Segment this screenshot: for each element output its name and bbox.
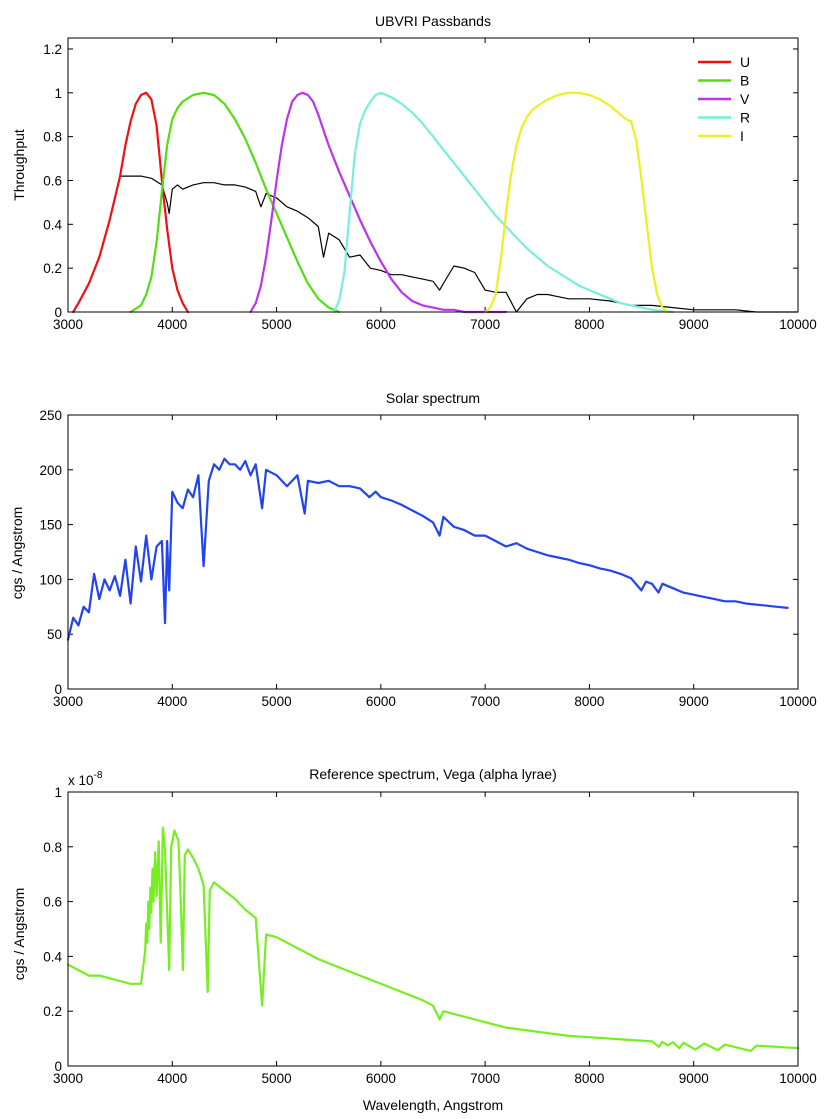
y-tick-label: 0.8: [43, 130, 62, 145]
series-line-i: [484, 91, 669, 314]
x-tick-label: 10000: [779, 694, 817, 709]
y-tick-label: 50: [47, 627, 62, 642]
x-tick-label: 7000: [470, 1071, 500, 1086]
y-tick-label: 0.2: [43, 1004, 62, 1019]
y-tick-label: 0: [54, 1059, 62, 1074]
y-tick-label: 0.2: [43, 261, 62, 276]
x-tick-label: 6000: [366, 317, 396, 332]
plot-frame: [67, 37, 799, 313]
x-tick-label: 8000: [574, 1071, 604, 1086]
plot-frame: [67, 791, 799, 1067]
x-tick-label: 4000: [157, 317, 187, 332]
y-tick-label: 150: [39, 518, 62, 533]
y-axis-label: Throughput: [11, 129, 27, 201]
x-tick-label: 3000: [53, 1071, 83, 1086]
series-line-solar-spectrum: [66, 457, 789, 641]
legend-label: B: [740, 73, 749, 89]
x-tick-label: 4000: [157, 1071, 187, 1086]
y-axis-label: cgs / Angstrom: [9, 507, 25, 600]
x-tick-label: 7000: [470, 694, 500, 709]
chart-title: Solar spectrum: [386, 390, 480, 406]
series-line-b: [129, 91, 341, 314]
x-tick-label: 5000: [262, 317, 292, 332]
x-tick-label: 8000: [574, 694, 604, 709]
legend-label: U: [740, 54, 750, 70]
x-tick-label: 8000: [574, 317, 604, 332]
y-tick-label: 200: [39, 463, 62, 478]
y-tick-label: 0.8: [43, 840, 62, 855]
legend-label: R: [740, 110, 750, 126]
x-tick-label: 4000: [157, 694, 187, 709]
x-tick-label: 10000: [779, 317, 817, 332]
series-line-v: [249, 91, 508, 314]
y-tick-label: 0.6: [43, 173, 62, 188]
x-tick-label: 7000: [470, 317, 500, 332]
chart-title: UBVRI Passbands: [375, 13, 491, 29]
passbands-chart: UBVRI Passbands Throughput 3000 4000 5000 6…: [11, 13, 817, 332]
series-line-u: [72, 91, 189, 314]
y-tick-label: 1: [54, 86, 62, 101]
y-tick-label: 1.2: [43, 42, 62, 57]
y-tick-label: 0: [54, 682, 62, 697]
x-tick-label: 3000: [53, 317, 83, 332]
x-tick-label: 6000: [366, 1071, 396, 1086]
solar-spectrum-chart: Solar spectrum cgs / Angstrom 3000 4000 50…: [9, 390, 817, 709]
x-tick-label: 3000: [53, 694, 83, 709]
x-tick-label: 9000: [679, 1071, 709, 1086]
legend-label: I: [740, 128, 744, 144]
y-tick-label: 1: [54, 785, 62, 800]
y-exponent-label: x 10-8: [68, 770, 103, 788]
overlay-spectrum-line: [120, 175, 798, 313]
y-tick-label: 0.4: [43, 217, 62, 232]
y-tick-label: 0.4: [43, 949, 62, 964]
y-axis-label: cgs / Angstrom: [11, 888, 27, 981]
y-tick-label: 0.6: [43, 895, 62, 910]
series-line-vega: [66, 826, 800, 1053]
chart-title: Reference spectrum, Vega (alpha lyrae): [309, 766, 556, 782]
x-tick-label: 10000: [779, 1071, 817, 1086]
legend: UBVRI: [698, 54, 750, 144]
legend-label: V: [740, 91, 750, 107]
x-axis-label: Wavelength, Angstrom: [363, 1097, 503, 1113]
plot-frame: [67, 414, 799, 690]
x-tick-label: 5000: [262, 694, 292, 709]
x-tick-label: 5000: [262, 1071, 292, 1086]
x-tick-label: 9000: [679, 317, 709, 332]
y-tick-label: 100: [39, 572, 62, 587]
x-tick-label: 9000: [679, 694, 709, 709]
y-tick-label: 0: [54, 305, 62, 320]
x-tick-label: 6000: [366, 694, 396, 709]
vega-spectrum-chart: Reference spectrum, Vega (alpha lyrae) x…: [11, 766, 817, 1113]
y-tick-label: 250: [39, 408, 62, 423]
series-line-r: [332, 91, 675, 314]
